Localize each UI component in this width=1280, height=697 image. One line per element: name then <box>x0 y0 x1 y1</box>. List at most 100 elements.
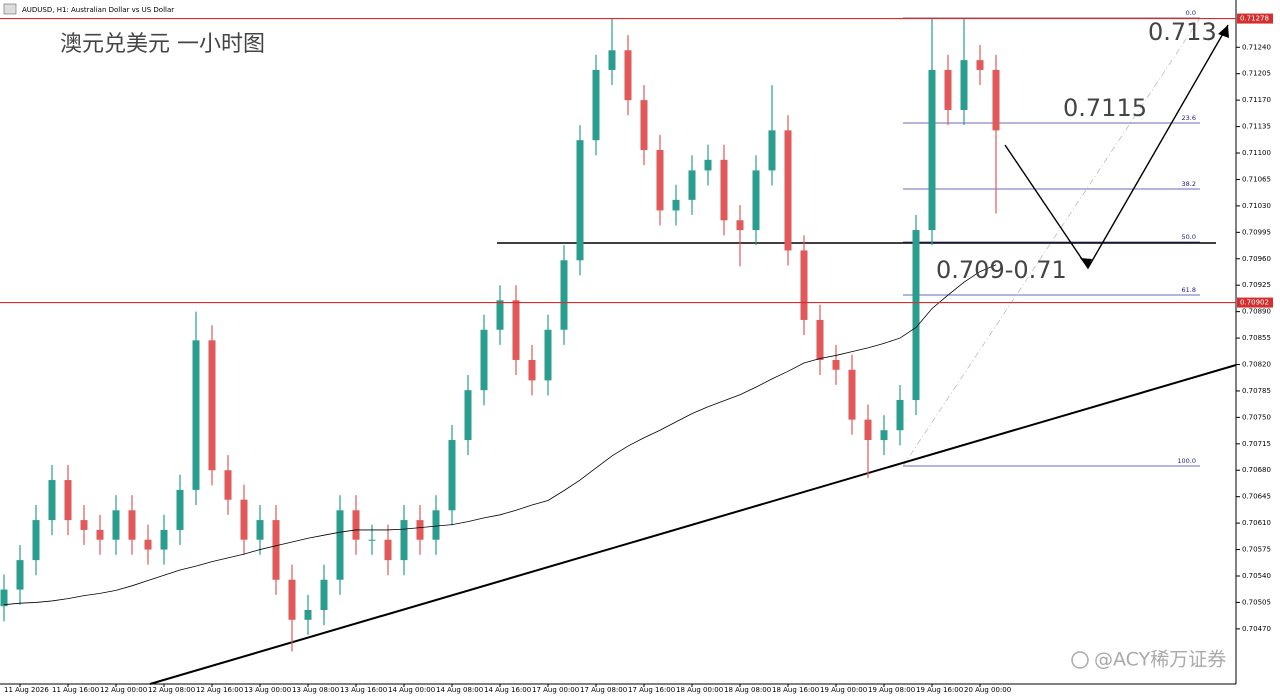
x-tick-label: 18 Aug 08:00 <box>724 686 771 694</box>
fib-diagonal <box>902 17 1201 467</box>
y-tick-label: 0.70995 <box>1242 228 1271 236</box>
chart-icon <box>3 3 17 15</box>
candle-body <box>608 50 616 70</box>
price-tag <box>1237 297 1273 308</box>
candle-body <box>848 369 856 420</box>
candle-body <box>80 520 88 530</box>
candle-body <box>224 470 232 500</box>
y-tick-label: 0.71205 <box>1242 70 1271 78</box>
candle-body <box>400 520 408 561</box>
candle-body <box>832 359 840 370</box>
x-tick-label: 17 Aug 08:00 <box>580 686 627 694</box>
candle-body <box>544 329 552 381</box>
candle-body <box>960 60 968 110</box>
y-tick-label: 0.70890 <box>1242 308 1271 316</box>
candle-body <box>304 609 312 620</box>
candle-body <box>624 50 632 101</box>
watermark: @ACY稀万证券 <box>1094 649 1226 671</box>
heading-annotation: 澳元兑美元 一小时图 <box>60 32 265 57</box>
candle-body <box>480 329 488 391</box>
candle-body <box>208 340 216 471</box>
candle-body <box>432 510 440 540</box>
candle-body <box>720 159 728 221</box>
candle-body <box>672 199 680 211</box>
candle-body <box>144 539 152 550</box>
fib-label: 23.6 <box>1182 114 1196 122</box>
target-annotation: 0.713 <box>1148 18 1217 46</box>
candle-body <box>576 140 584 261</box>
candle-body <box>288 579 296 620</box>
y-tick-label: 0.71030 <box>1242 202 1271 210</box>
fib-label: 0.0 <box>1186 9 1196 17</box>
y-tick-label: 0.70680 <box>1242 466 1271 474</box>
candle-body <box>16 560 24 590</box>
candle-body <box>0 589 8 607</box>
arrow-head <box>1080 258 1092 268</box>
x-tick-label: 11 Aug 16:00 <box>52 686 99 694</box>
x-tick-label: 14 Aug 00:00 <box>388 686 435 694</box>
candle-body <box>64 480 72 521</box>
candle-body <box>384 539 392 561</box>
x-tick-label: 13 Aug 08:00 <box>292 686 339 694</box>
candle-body <box>416 520 424 540</box>
moving-average <box>3 264 997 606</box>
price-tag-label: 0.71278 <box>1240 15 1269 23</box>
candle-body <box>928 69 936 231</box>
candle-body <box>688 170 696 200</box>
y-tick-label: 0.70855 <box>1242 334 1271 342</box>
plot-area <box>0 18 1000 652</box>
y-tick-label: 0.70750 <box>1242 413 1271 421</box>
candle-body <box>784 130 792 251</box>
y-tick-label: 0.70470 <box>1242 625 1271 633</box>
candle-body <box>912 230 920 401</box>
trend-line <box>149 364 1237 685</box>
y-tick-label: 0.70575 <box>1242 546 1271 554</box>
watermark-logo <box>1071 651 1089 669</box>
candle-body <box>96 529 104 540</box>
y-tick-label: 0.70505 <box>1242 598 1271 606</box>
fibonacci: 0.0 23.6 38.2 50.0 61.8 100.0 <box>902 9 1201 467</box>
candle-body <box>368 539 376 541</box>
arrow-head <box>1218 25 1229 38</box>
candle-body <box>320 579 328 610</box>
candle-body <box>864 419 872 441</box>
level-annotation: 0.7115 <box>1063 94 1147 122</box>
candle-body <box>352 510 360 540</box>
y-tick-label: 0.71065 <box>1242 175 1271 183</box>
candle-body <box>128 510 136 540</box>
candle-body <box>752 170 760 231</box>
y-tick-label: 0.70820 <box>1242 361 1271 369</box>
candle-body <box>976 60 984 70</box>
candle-body <box>896 400 904 431</box>
candle-body <box>256 520 264 540</box>
x-tick-label: 18 Aug 00:00 <box>676 686 723 694</box>
y-tick-label: 0.71135 <box>1242 123 1271 131</box>
x-tick-label: 14 Aug 16:00 <box>484 686 531 694</box>
x-tick-label: 13 Aug 16:00 <box>340 686 387 694</box>
candle-body <box>992 69 1000 131</box>
chart-title: AUDUSD, H1: Australian Dollar vs US Doll… <box>22 6 174 14</box>
y-tick-label: 0.70715 <box>1242 440 1271 448</box>
candle-body <box>32 520 40 561</box>
candle-body <box>944 69 952 110</box>
candle-body <box>48 480 56 521</box>
y-tick-label: 0.70960 <box>1242 255 1271 263</box>
candle-body <box>656 149 664 211</box>
x-tick-label: 20 Aug 00:00 <box>964 686 1011 694</box>
x-tick-label: 18 Aug 16:00 <box>772 686 819 694</box>
fib-label: 50.0 <box>1182 233 1196 241</box>
y-tick-label: 0.71100 <box>1242 149 1271 157</box>
candle-body <box>560 260 568 330</box>
x-tick-label: 14 Aug 08:00 <box>436 686 483 694</box>
candle-body <box>592 69 600 141</box>
candle-body <box>512 300 520 360</box>
y-tick-label: 0.70785 <box>1242 387 1271 395</box>
x-tick-label: 17 Aug 00:00 <box>532 686 579 694</box>
fib-label: 38.2 <box>1182 180 1196 188</box>
y-tick-label: 0.70540 <box>1242 572 1271 580</box>
x-tick-label: 11 Aug 2026 <box>4 686 49 694</box>
y-tick-label: 0.70610 <box>1242 519 1271 527</box>
candle-body <box>528 359 536 381</box>
zone-annotation: 0.709-0.71 <box>936 256 1067 284</box>
